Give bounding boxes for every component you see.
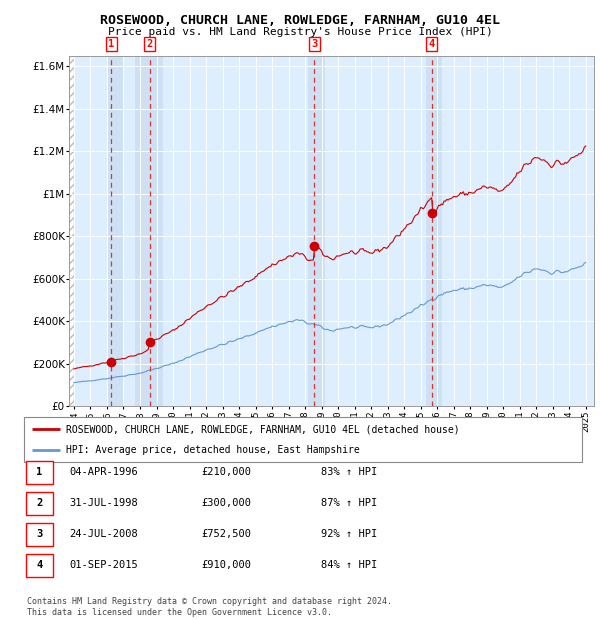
Bar (308, 56, 325, 406)
Text: 1: 1 (108, 39, 114, 49)
Text: 2: 2 (146, 39, 152, 49)
Text: 3: 3 (37, 529, 43, 539)
Bar (425, 56, 442, 406)
Text: 31-JUL-1998: 31-JUL-1998 (69, 498, 138, 508)
Text: £210,000: £210,000 (201, 467, 251, 477)
Text: 84% ↑ HPI: 84% ↑ HPI (321, 560, 377, 570)
Text: ROSEWOOD, CHURCH LANE, ROWLEDGE, FARNHAM, GU10 4EL (detached house): ROSEWOOD, CHURCH LANE, ROWLEDGE, FARNHAM… (66, 424, 460, 435)
Text: ROSEWOOD, CHURCH LANE, ROWLEDGE, FARNHAM, GU10 4EL: ROSEWOOD, CHURCH LANE, ROWLEDGE, FARNHAM… (100, 14, 500, 27)
Text: 92% ↑ HPI: 92% ↑ HPI (321, 529, 377, 539)
Text: Contains HM Land Registry data © Crown copyright and database right 2024.
This d: Contains HM Land Registry data © Crown c… (27, 598, 392, 617)
FancyBboxPatch shape (24, 417, 582, 462)
Text: 83% ↑ HPI: 83% ↑ HPI (321, 467, 377, 477)
Text: £910,000: £910,000 (201, 560, 251, 570)
Text: £300,000: £300,000 (201, 498, 251, 508)
Text: HPI: Average price, detached house, East Hampshire: HPI: Average price, detached house, East… (66, 445, 359, 455)
Text: 04-APR-1996: 04-APR-1996 (69, 467, 138, 477)
Text: 24-JUL-2008: 24-JUL-2008 (69, 529, 138, 539)
Text: 2: 2 (37, 498, 43, 508)
Text: 87% ↑ HPI: 87% ↑ HPI (321, 498, 377, 508)
Text: Price paid vs. HM Land Registry's House Price Index (HPI): Price paid vs. HM Land Registry's House … (107, 27, 493, 37)
Text: 4: 4 (428, 39, 435, 49)
Text: 4: 4 (37, 560, 43, 570)
Bar (69, 56, 74, 406)
Text: £752,500: £752,500 (201, 529, 251, 539)
Text: 01-SEP-2015: 01-SEP-2015 (69, 560, 138, 570)
Bar (135, 56, 163, 406)
Text: 1: 1 (37, 467, 43, 477)
Text: 3: 3 (311, 39, 317, 49)
Bar (107, 56, 124, 406)
